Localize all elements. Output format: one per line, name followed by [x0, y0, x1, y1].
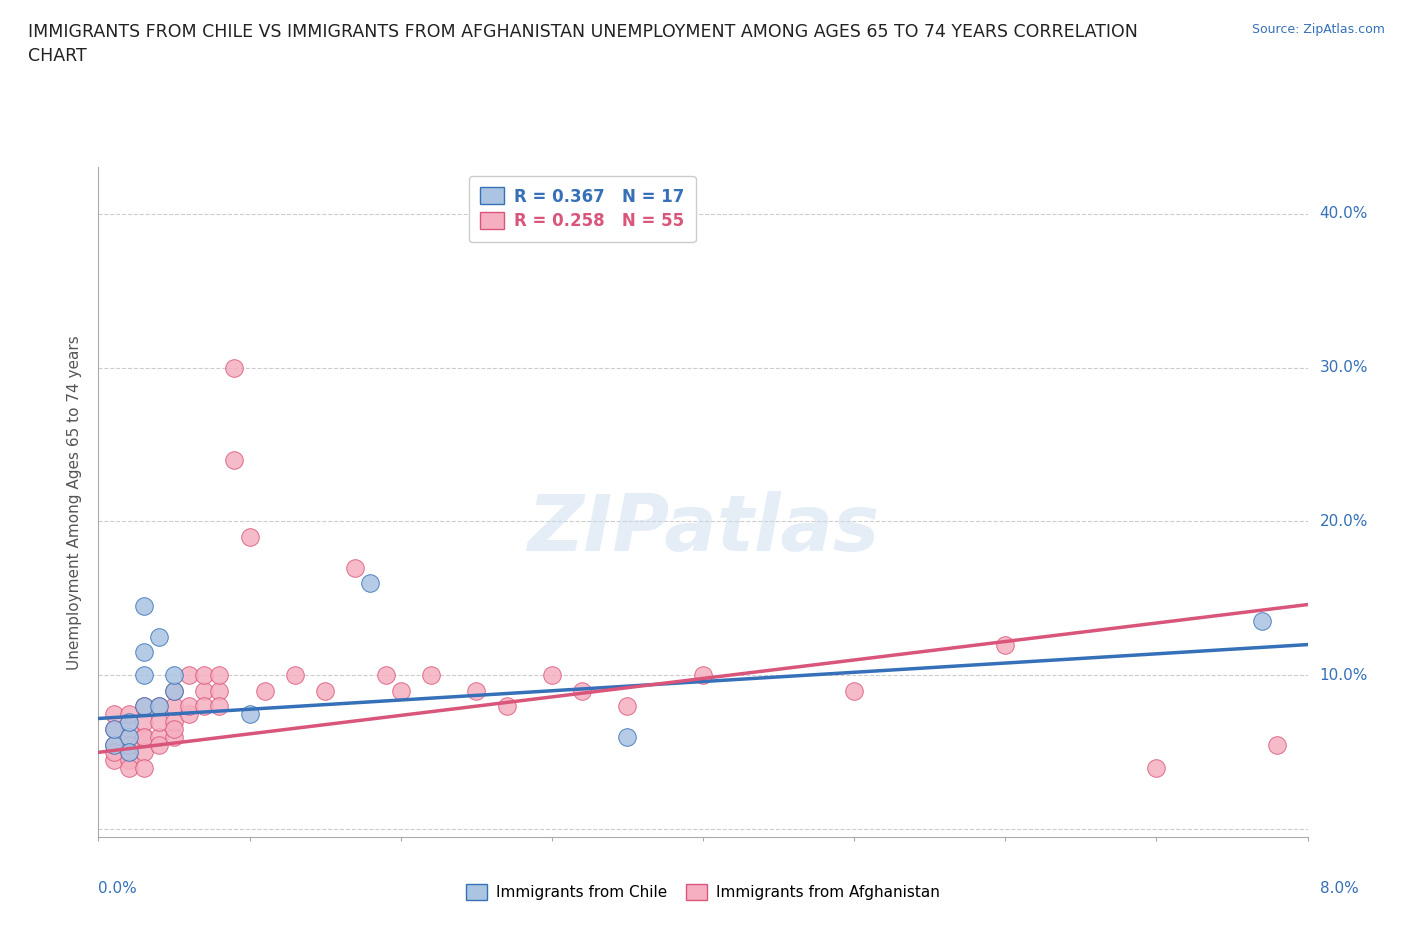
Text: 10.0%: 10.0% — [1320, 668, 1368, 683]
Point — [118, 745, 141, 760]
Point — [208, 698, 231, 713]
Point — [148, 714, 170, 729]
Point — [1144, 761, 1167, 776]
Point — [344, 560, 367, 575]
Point — [1265, 737, 1288, 752]
Text: 30.0%: 30.0% — [1320, 360, 1368, 375]
Point — [224, 360, 246, 375]
Point — [540, 668, 562, 683]
Text: 0.0%: 0.0% — [98, 881, 138, 896]
Point — [118, 729, 141, 744]
Point — [132, 761, 155, 776]
Point — [465, 684, 488, 698]
Point — [118, 752, 141, 767]
Text: 8.0%: 8.0% — [1320, 881, 1358, 896]
Point — [193, 698, 215, 713]
Point — [132, 644, 155, 659]
Point — [208, 668, 231, 683]
Point — [179, 668, 201, 683]
Text: Source: ZipAtlas.com: Source: ZipAtlas.com — [1251, 23, 1385, 36]
Point — [163, 698, 186, 713]
Point — [994, 637, 1017, 652]
Point — [163, 729, 186, 744]
Point — [179, 707, 201, 722]
Point — [148, 698, 170, 713]
Point — [148, 737, 170, 752]
Point — [616, 698, 638, 713]
Point — [103, 737, 125, 752]
Point — [224, 452, 246, 467]
Point — [389, 684, 412, 698]
Point — [118, 737, 141, 752]
Point — [118, 714, 141, 729]
Text: ZIPatlas: ZIPatlas — [527, 491, 879, 567]
Point — [148, 698, 170, 713]
Legend: Immigrants from Chile, Immigrants from Afghanistan: Immigrants from Chile, Immigrants from A… — [460, 878, 946, 907]
Point — [132, 668, 155, 683]
Point — [132, 698, 155, 713]
Point — [1251, 614, 1274, 629]
Point — [419, 668, 441, 683]
Point — [163, 684, 186, 698]
Point — [284, 668, 307, 683]
Point — [239, 707, 262, 722]
Point — [103, 722, 125, 737]
Point — [103, 745, 125, 760]
Point — [163, 722, 186, 737]
Point — [163, 684, 186, 698]
Point — [179, 698, 201, 713]
Point — [844, 684, 866, 698]
Point — [163, 714, 186, 729]
Point — [374, 668, 396, 683]
Y-axis label: Unemployment Among Ages 65 to 74 years: Unemployment Among Ages 65 to 74 years — [67, 335, 83, 670]
Point — [103, 722, 125, 737]
Point — [208, 684, 231, 698]
Point — [118, 707, 141, 722]
Point — [571, 684, 593, 698]
Text: IMMIGRANTS FROM CHILE VS IMMIGRANTS FROM AFGHANISTAN UNEMPLOYMENT AMONG AGES 65 : IMMIGRANTS FROM CHILE VS IMMIGRANTS FROM… — [28, 23, 1137, 65]
Point — [616, 729, 638, 744]
Point — [314, 684, 336, 698]
Point — [132, 599, 155, 614]
Text: 20.0%: 20.0% — [1320, 514, 1368, 529]
Point — [253, 684, 276, 698]
Point — [193, 668, 215, 683]
Point — [103, 752, 125, 767]
Point — [103, 737, 125, 752]
Point — [359, 576, 381, 591]
Point — [132, 745, 155, 760]
Point — [132, 714, 155, 729]
Point — [132, 729, 155, 744]
Point — [148, 630, 170, 644]
Point — [118, 722, 141, 737]
Point — [239, 529, 262, 544]
Point — [103, 707, 125, 722]
Point — [193, 684, 215, 698]
Point — [132, 698, 155, 713]
Text: 40.0%: 40.0% — [1320, 206, 1368, 221]
Point — [118, 745, 141, 760]
Point — [692, 668, 714, 683]
Point — [495, 698, 517, 713]
Point — [163, 668, 186, 683]
Point — [118, 761, 141, 776]
Point — [148, 729, 170, 744]
Point — [132, 729, 155, 744]
